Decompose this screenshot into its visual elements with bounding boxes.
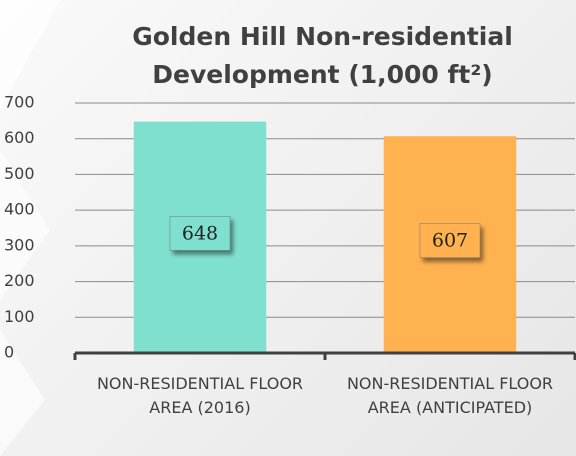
y-tick-label: 600 (4, 128, 35, 147)
y-tick-label: 300 (4, 235, 35, 254)
background-shape (0, 0, 60, 110)
chart-title: Golden Hill Non-residential Development … (132, 22, 513, 89)
y-tick-label: 200 (4, 271, 35, 290)
background-shape (0, 330, 45, 456)
x-tick-label: NON-RESIDENTIAL FLOOR AREA (2016) (96, 374, 304, 417)
y-tick-label: 100 (4, 307, 35, 326)
y-tick-label: 700 (4, 93, 35, 112)
data-label-box (169, 216, 231, 251)
data-label: 607 (432, 230, 468, 252)
y-tick-label: 0 (4, 343, 14, 362)
y-tick-label: 400 (4, 200, 35, 219)
background-shape (0, 150, 50, 300)
data-label: 648 (182, 222, 218, 244)
x-tick-label: NON-RESIDENTIAL FLOOR AREA (ANTICIPATED) (346, 374, 554, 417)
y-tick-label: 500 (4, 164, 35, 183)
data-label-box (419, 223, 481, 258)
